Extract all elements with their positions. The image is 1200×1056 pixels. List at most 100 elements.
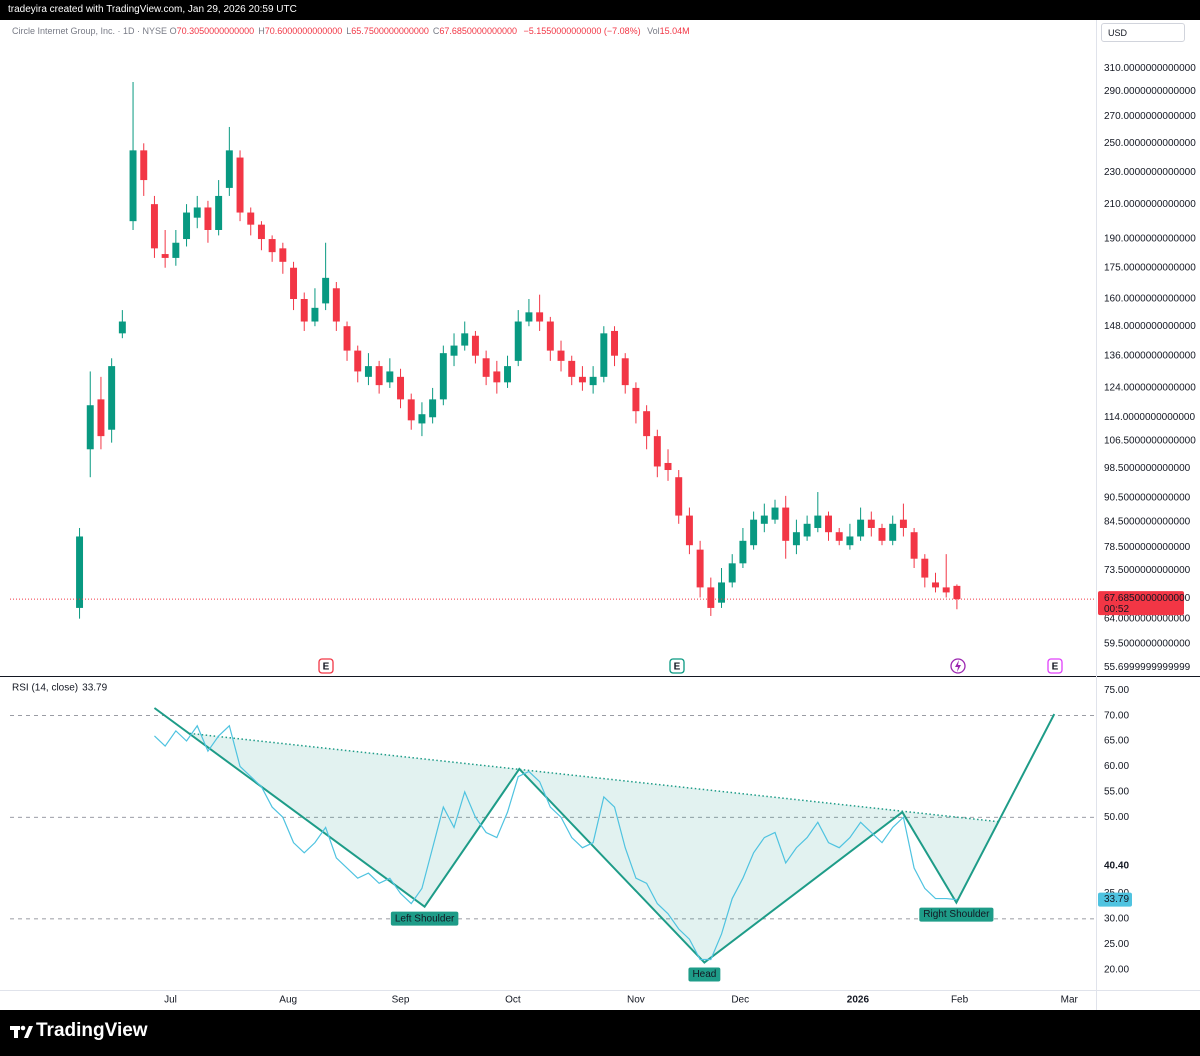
pattern-label-box — [390, 911, 459, 926]
candle-body — [236, 157, 244, 213]
currency-button[interactable]: USD — [1101, 23, 1185, 42]
candle-body — [739, 540, 747, 564]
y-tick-label: 290.0000000000000 — [1104, 86, 1196, 97]
x-tick-label: Dec — [731, 995, 749, 1006]
rsi-line — [154, 724, 957, 961]
candle-body — [632, 387, 640, 412]
y-tick-label: 60.00 — [1104, 761, 1129, 772]
candle-body — [750, 519, 758, 546]
candle-body — [803, 523, 811, 537]
y-tick-label: 75.00 — [1104, 685, 1129, 696]
rsi-title: RSI (14, close) — [12, 683, 78, 694]
candle-body — [546, 321, 554, 351]
y-tick-label: 20.00 — [1104, 964, 1129, 975]
event-label: E — [323, 662, 330, 673]
candle-body — [193, 207, 201, 218]
ohlc-key: C — [432, 26, 440, 36]
y-tick-label: 106.5000000000000 — [1104, 436, 1196, 447]
candle-body — [953, 585, 961, 600]
x-tick-label: Oct — [505, 995, 521, 1006]
candle-body — [878, 527, 886, 541]
candle-body — [247, 212, 255, 225]
candle-body — [600, 333, 608, 377]
candle-body — [76, 536, 84, 608]
candle-body — [140, 150, 148, 181]
y-tick-label: 175.0000000000000 — [1104, 262, 1196, 273]
candle-body — [921, 558, 929, 578]
change-value: −5.1550000000000 (−7.08%) — [523, 26, 641, 36]
candle-body — [364, 366, 372, 377]
rsi-value-label: 33.79 — [1104, 894, 1129, 905]
candle-body — [825, 515, 832, 533]
ohlc-value: 70.3050000000000 — [176, 26, 255, 36]
countdown-label: 00:52 — [1104, 604, 1129, 615]
ohlc-values: O70.3050000000000 H70.6000000000000 L65.75… — [170, 26, 521, 36]
candle-body — [129, 150, 137, 222]
ohlc-value: 70.6000000000000 — [264, 26, 343, 36]
candle-body — [161, 254, 169, 258]
y-tick-label: 50.00 — [1104, 812, 1129, 823]
event-marker — [1047, 658, 1063, 674]
candle-body — [450, 345, 458, 356]
y-tick-label: 160.0000000000000 — [1104, 294, 1196, 305]
y-tick-label: 70.00 — [1104, 710, 1129, 721]
candle-body — [728, 563, 736, 583]
symbol-name: Circle Internet Group, Inc. · 1D · NYSE — [12, 26, 168, 36]
ohlc-value: 67.6850000000000 — [439, 26, 517, 36]
candle-body — [407, 399, 415, 421]
event-marker — [318, 658, 334, 674]
candle-body — [675, 477, 683, 516]
candle-body — [397, 376, 405, 400]
logo-stem — [14, 1026, 18, 1038]
y-tick-label: 230.0000000000000 — [1104, 167, 1196, 178]
pattern-label: Head — [692, 969, 716, 980]
brand-logo — [10, 1025, 33, 1038]
rsi-value-tag — [1098, 892, 1132, 907]
top-bar-title: tradeyira created with TradingView.com, … — [8, 4, 297, 15]
candle-body — [225, 150, 233, 188]
rsi-ma-label: 40.40 — [1104, 861, 1129, 872]
candle-body — [910, 532, 918, 559]
volume-value: 15.04M — [659, 26, 690, 36]
y-tick-label: 114.0000000000000 — [1104, 412, 1195, 423]
x-tick-label: Mar — [1061, 995, 1079, 1006]
y-tick-label: 210.0000000000000 — [1104, 199, 1196, 210]
ohlc-key: L — [346, 26, 352, 36]
candle-body — [118, 321, 126, 334]
candle-body — [268, 239, 276, 253]
pattern-label-box — [919, 907, 994, 922]
event-label: E — [674, 662, 681, 673]
candle-body — [204, 207, 212, 230]
y-tick-label: 78.5000000000000 — [1104, 542, 1191, 553]
ohlc-key: H — [258, 26, 265, 36]
x-tick-label: Aug — [279, 995, 297, 1006]
y-tick-label: 148.0000000000000 — [1104, 321, 1196, 332]
y-tick-label: 124.0000000000000 — [1104, 383, 1196, 394]
candle-body — [514, 321, 522, 361]
candle-body — [290, 267, 298, 300]
candle-body — [504, 366, 512, 383]
candle-body — [482, 358, 490, 377]
pattern-label-box — [688, 967, 721, 982]
y-tick-label: 270.0000000000000 — [1104, 111, 1196, 122]
candle-body — [867, 519, 875, 528]
candle-body — [771, 507, 779, 520]
x-tick-label: 2026 — [847, 995, 870, 1006]
candle-body — [685, 515, 693, 546]
candle-body — [718, 582, 725, 603]
candle-body — [322, 277, 330, 304]
candle-body — [493, 371, 501, 383]
candle-body — [461, 333, 469, 346]
y-tick-label: 59.5000000000000 — [1104, 639, 1191, 650]
candle-body — [814, 515, 822, 528]
candle-body — [942, 587, 950, 593]
x-tick-label: Jul — [164, 995, 177, 1006]
event-marker — [669, 658, 685, 674]
y-tick-label: 55.00 — [1104, 786, 1129, 797]
candle-body — [568, 360, 576, 377]
volume-key: Vol — [647, 26, 660, 36]
pattern-label: Left Shoulder — [395, 913, 455, 924]
candle-body — [343, 326, 351, 351]
chart-background — [0, 20, 1200, 1010]
candle-body — [86, 405, 94, 450]
